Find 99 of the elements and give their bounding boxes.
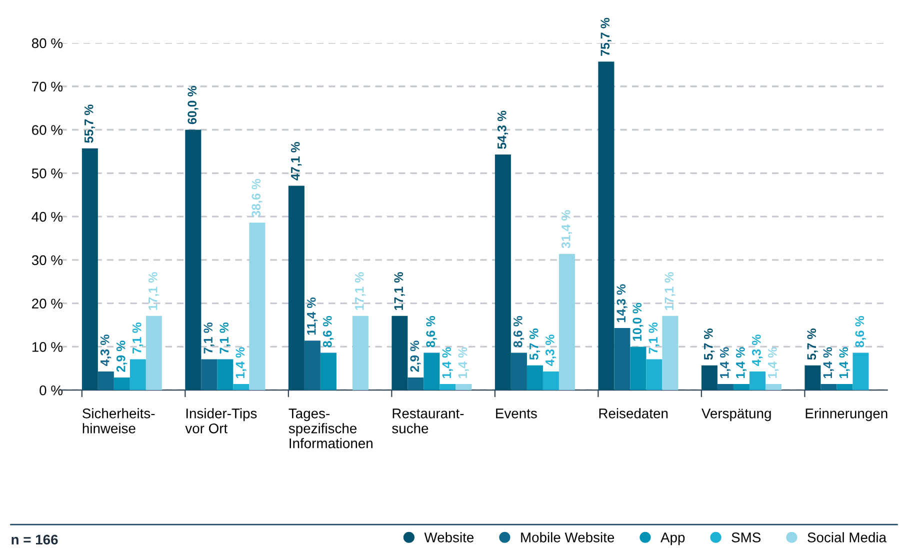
data-label: 7,1 % (204, 322, 214, 354)
bar (820, 384, 837, 390)
bar (320, 352, 336, 390)
y-tick-label: 40 % (32, 212, 63, 222)
data-label: 17,1 % (664, 272, 676, 310)
data-label: 1,4 % (720, 347, 731, 378)
legend-label: Website (424, 532, 474, 542)
bar (630, 346, 646, 390)
x-tick-label: Events (496, 408, 537, 418)
bar (804, 365, 821, 390)
y-tick-label: 50 % (32, 168, 63, 178)
bar (749, 371, 766, 390)
data-label: 55,7 % (84, 104, 96, 143)
data-label: 5,7 % (704, 328, 715, 360)
bar (352, 316, 368, 390)
bar (456, 384, 472, 390)
data-label: 1,4 % (442, 347, 453, 378)
bar (614, 328, 630, 390)
bar (233, 384, 250, 390)
x-tick-label: Erinnerungen (806, 408, 888, 422)
y-tick-label: 80 % (32, 38, 63, 48)
bar (98, 371, 114, 390)
x-tick-label: Verspätung (702, 408, 771, 422)
bar (765, 384, 782, 390)
data-label: 60,0 % (188, 86, 198, 124)
data-label: 38,6 % (252, 178, 262, 218)
data-label: 4,3 % (752, 334, 763, 366)
data-label: 10,0 % (632, 302, 644, 341)
y-tick-label: 30 % (32, 255, 63, 266)
x-tick-label: Reisedaten (599, 408, 668, 418)
bar (130, 359, 146, 390)
data-label: 1,4 % (823, 347, 834, 378)
bar (114, 378, 130, 390)
data-label: 2,9 % (410, 340, 421, 372)
data-label: 5,7 % (807, 328, 818, 360)
data-label: 1,4 % (768, 347, 779, 378)
legend-label: App (660, 532, 685, 546)
bar (701, 365, 718, 390)
data-label: 7,1 % (220, 322, 230, 354)
bar (542, 371, 559, 390)
bar (146, 316, 162, 390)
bar (646, 359, 662, 390)
data-label: 7,1 % (648, 322, 660, 354)
data-label: 8,6 % (855, 316, 866, 348)
data-label: 7,1 % (132, 322, 144, 354)
bar (598, 62, 614, 390)
data-label: 5,7 % (529, 328, 540, 360)
bar (836, 384, 853, 390)
data-label: 14,3 % (616, 284, 628, 322)
data-label: 17,1 % (394, 272, 405, 310)
data-label: 1,4 % (736, 347, 747, 378)
y-tick-label: 70 % (32, 82, 63, 92)
data-label: 75,7 % (600, 18, 612, 56)
data-label: 8,6 % (426, 316, 437, 348)
data-label: 2,9 % (116, 340, 128, 372)
bar (526, 365, 543, 390)
y-tick-label: 10 % (32, 342, 63, 352)
legend-label: SMS (732, 532, 761, 542)
x-tick-label: Restaurant- suche (392, 408, 464, 434)
bar (392, 316, 408, 390)
text: n = 166 (12, 534, 58, 545)
bar (201, 359, 218, 390)
bar (424, 352, 440, 390)
bar (304, 340, 320, 390)
data-label: 54,3 % (497, 110, 508, 149)
bar (510, 352, 527, 390)
data-label: 1,4 % (839, 347, 850, 378)
bar (558, 254, 575, 390)
bar (185, 130, 202, 390)
data-label: 31,4 % (561, 210, 572, 248)
x-tick-label: Insider-Tips vor Ort (185, 408, 257, 434)
bar (217, 359, 234, 390)
bar (494, 154, 511, 390)
y-tick-label: 0 % (40, 385, 63, 396)
bar (249, 222, 266, 390)
data-label: 11,4 % (306, 298, 318, 335)
data-label: 17,1 % (354, 272, 366, 310)
y-tick-label: 60 % (32, 125, 63, 135)
data-label: 8,6 % (513, 316, 524, 348)
data-label: 17,1 % (148, 272, 160, 310)
bar (852, 352, 869, 390)
x-tick-label: Tages- spezifische Informationen (288, 408, 372, 448)
bar (733, 384, 750, 390)
y-tick-label: 20 % (32, 298, 63, 308)
data-label: 8,6 % (322, 316, 334, 348)
data-label: 4,3 % (100, 334, 112, 366)
bar (408, 378, 424, 390)
bar (82, 148, 98, 390)
bar (662, 316, 678, 390)
bar (440, 384, 456, 390)
bar (288, 186, 304, 390)
data-label: 47,1 % (290, 142, 302, 180)
bar (717, 384, 734, 390)
legend-label: Mobile Website (521, 532, 614, 542)
data-label: 4,3 % (545, 334, 556, 366)
x-tick-label: Sicherheits- hinweise (82, 408, 155, 434)
data-label: 1,4 % (458, 347, 469, 378)
data-label: 1,4 % (236, 347, 246, 378)
legend-label: Social Media (808, 532, 887, 542)
